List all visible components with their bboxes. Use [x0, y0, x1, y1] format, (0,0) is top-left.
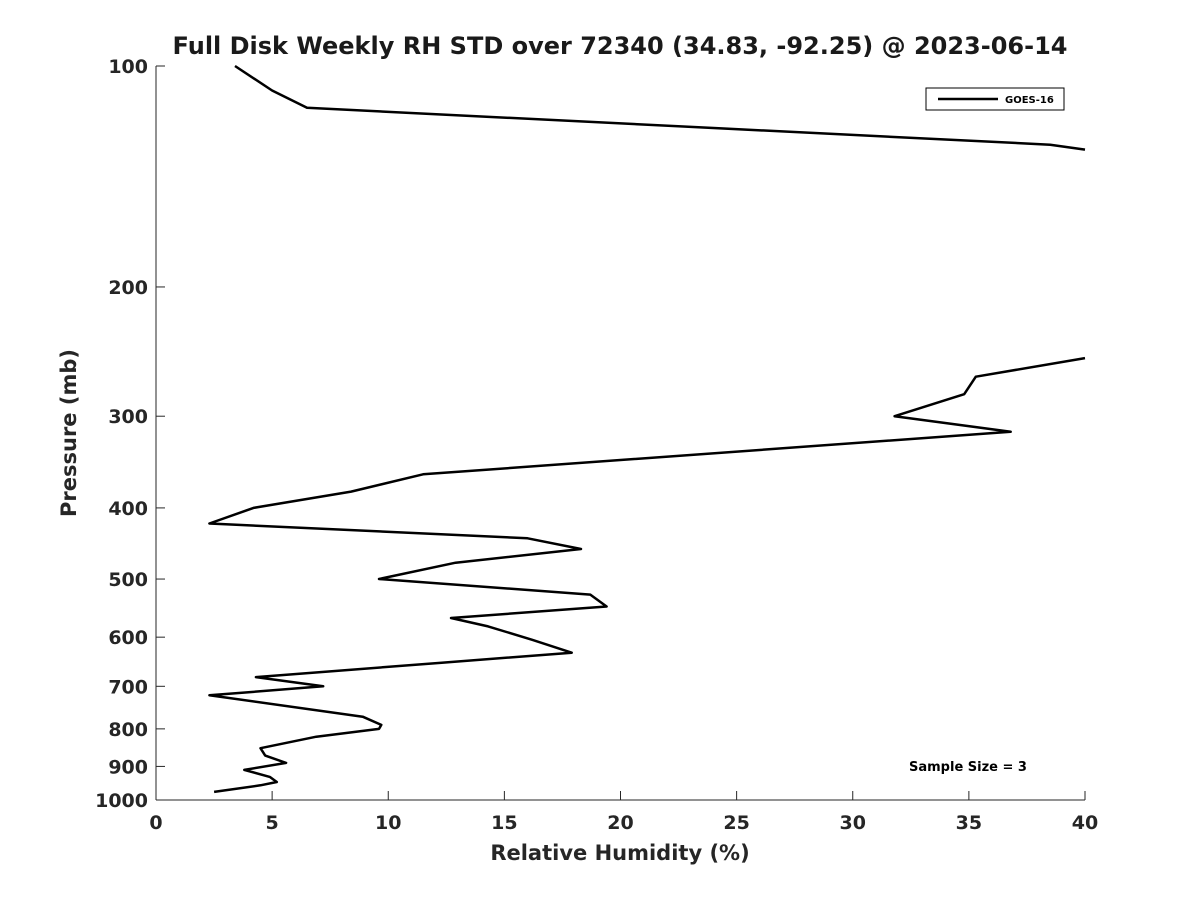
y-tick-label: 400 — [108, 498, 148, 520]
x-tick-label: 0 — [149, 812, 162, 834]
x-tick-label: 10 — [375, 812, 401, 834]
x-tick-label: 25 — [723, 812, 749, 834]
y-tick-label: 300 — [108, 406, 148, 428]
x-tick-label: 20 — [607, 812, 633, 834]
y-tick-label: 600 — [108, 627, 148, 649]
axes — [155, 66, 1085, 801]
y-tick-label: 900 — [108, 756, 148, 778]
y-axis-ticks: 100 200 300 400 500 600 700 800 900 1000 — [95, 56, 165, 812]
x-axis-label: Relative Humidity (%) — [490, 841, 749, 865]
legend: GOES-16 — [925, 87, 1065, 111]
y-tick-label: 100 — [108, 56, 148, 78]
sample-size-annotation: Sample Size = 3 — [909, 760, 1027, 775]
series-layer — [208, 64, 1086, 794]
y-tick-label: 1000 — [95, 790, 148, 812]
series-line-segment — [234, 64, 1086, 151]
chart-title: Full Disk Weekly RH STD over 72340 (34.8… — [173, 32, 1068, 60]
y-tick-label: 200 — [108, 277, 148, 299]
y-tick-label: 500 — [108, 569, 148, 591]
x-tick-label: 30 — [840, 812, 866, 834]
y-axis-label: Pressure (mb) — [57, 349, 81, 517]
x-tick-label: 40 — [1072, 812, 1098, 834]
legend-label: GOES-16 — [1005, 95, 1054, 106]
x-tick-label: 15 — [491, 812, 517, 834]
x-axis-ticks: 0 5 10 15 20 25 30 35 40 — [149, 791, 1098, 834]
series-line-segment — [208, 356, 1086, 794]
y-tick-label: 800 — [108, 719, 148, 741]
x-tick-label: 5 — [266, 812, 279, 834]
x-tick-label: 35 — [956, 812, 982, 834]
y-tick-label: 700 — [108, 676, 148, 698]
